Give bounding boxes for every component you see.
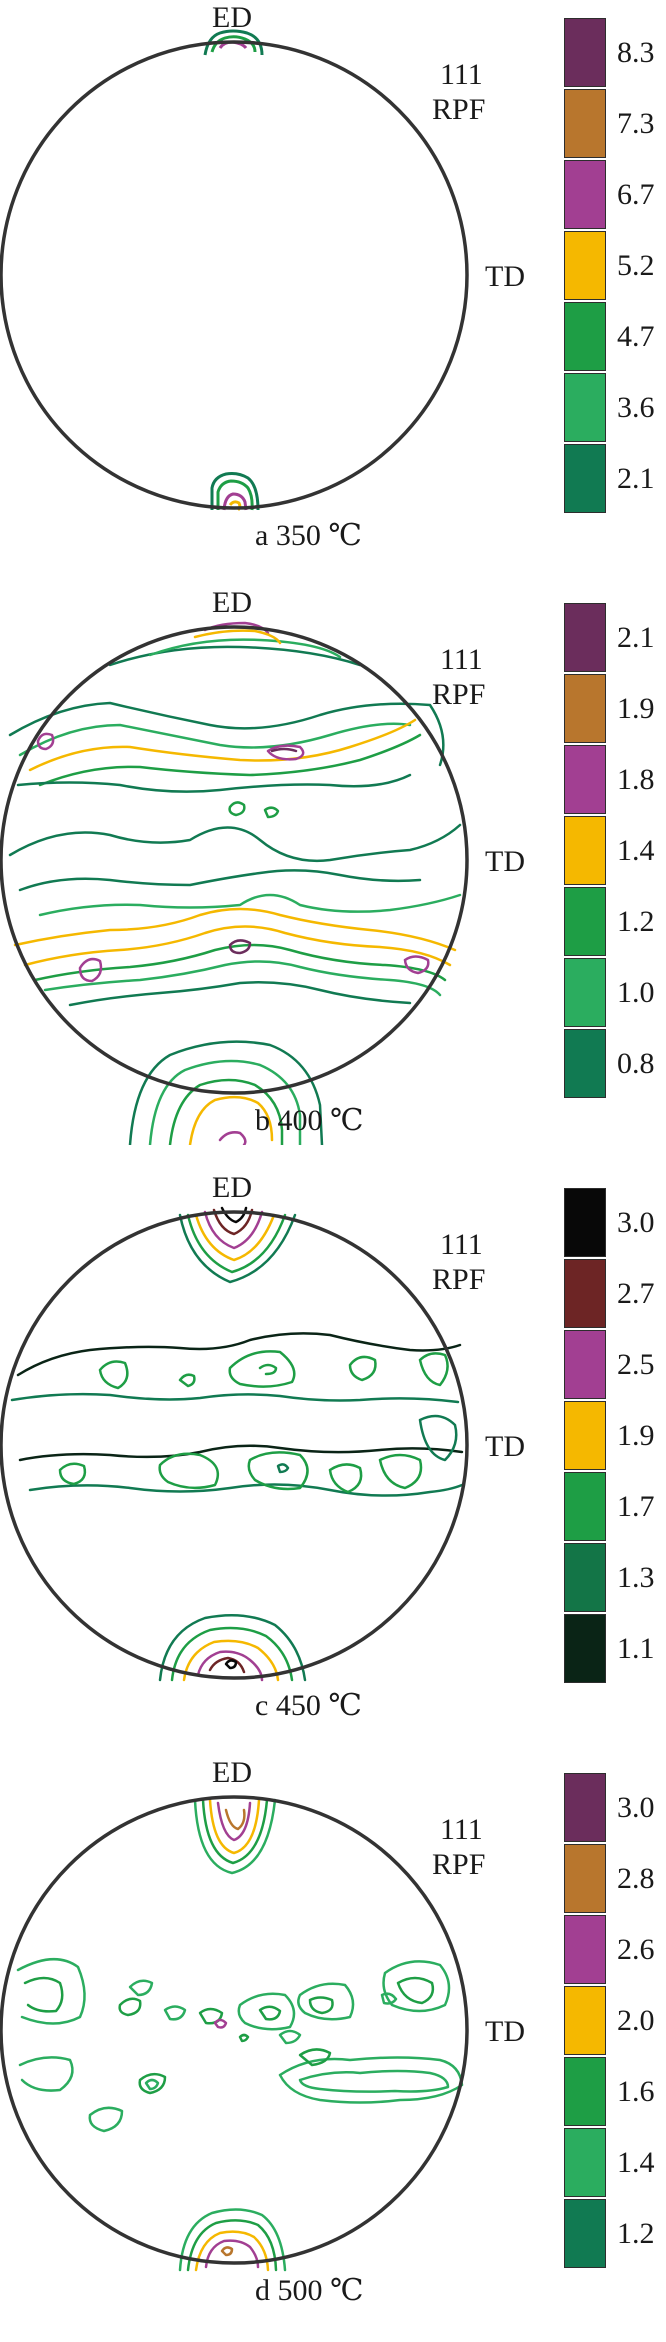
pole-figure-d bbox=[0, 1795, 469, 2272]
scale-value: 4.7 bbox=[617, 320, 655, 353]
scale-value: 5.2 bbox=[617, 249, 655, 282]
scale-value: 3.0 bbox=[617, 1206, 655, 1239]
scale-value: 1.0 bbox=[617, 976, 655, 1009]
scale-value: 1.2 bbox=[617, 2217, 655, 2250]
td-label: TD bbox=[485, 260, 525, 293]
scale-swatch bbox=[564, 1330, 606, 1399]
scale-value: 2.6 bbox=[617, 1933, 655, 1966]
scale-value: 1.4 bbox=[617, 2146, 655, 2179]
ed-label: ED bbox=[212, 586, 252, 619]
scale-swatch bbox=[564, 1986, 606, 2055]
scale-value: 1.4 bbox=[617, 834, 655, 867]
projection-circle bbox=[0, 625, 469, 1095]
pole-figure-index: 111 bbox=[440, 643, 483, 676]
panel-caption: a 350 ℃ bbox=[255, 519, 362, 552]
scale-swatch bbox=[564, 603, 606, 672]
scale-swatch bbox=[564, 1401, 606, 1470]
scale-swatch bbox=[564, 1614, 606, 1683]
scale-value: 2.8 bbox=[617, 1862, 655, 1895]
scale-value: 2.0 bbox=[617, 2004, 655, 2037]
scale-swatch bbox=[564, 2199, 606, 2268]
scale-swatch bbox=[564, 373, 606, 442]
rpf-label: RPF bbox=[432, 1263, 486, 1296]
scale-value: 1.3 bbox=[617, 1561, 655, 1594]
panel-caption: b 400 ℃ bbox=[255, 1104, 364, 1137]
scale-swatch bbox=[564, 887, 606, 956]
scale-value: 0.8 bbox=[617, 1047, 655, 1080]
scale-swatch bbox=[564, 1773, 606, 1842]
scale-value: 1.9 bbox=[617, 692, 655, 725]
scale-swatch bbox=[564, 2057, 606, 2126]
pole-figure-c bbox=[0, 1206, 469, 1682]
scale-value: 2.5 bbox=[617, 1348, 655, 1381]
rpf-label: RPF bbox=[432, 678, 486, 711]
panel-caption: d 500 ℃ bbox=[255, 2274, 364, 2307]
scale-swatch bbox=[564, 1915, 606, 1984]
scale-swatch bbox=[564, 745, 606, 814]
scale-value: 1.7 bbox=[617, 1490, 655, 1523]
pole-figure-index: 111 bbox=[440, 1228, 483, 1261]
pole-figure-panel-c: ED 111 RPF TD 3.0 2.7 2.5 1.9 1.7 1.3 1.… bbox=[0, 1170, 666, 1750]
ed-label: ED bbox=[212, 1756, 252, 1789]
scale-swatch bbox=[564, 444, 606, 513]
panel-caption: c 450 ℃ bbox=[255, 1689, 362, 1722]
scale-swatch bbox=[564, 302, 606, 371]
scale-swatch bbox=[564, 89, 606, 158]
pole-figure-panel-b: ED 111 RPF TD 2.1 1.9 1.8 1.4 1.2 1.0 0.… bbox=[0, 585, 666, 1165]
scale-swatch bbox=[564, 958, 606, 1027]
scale-swatch bbox=[564, 816, 606, 885]
scale-value: 6.7 bbox=[617, 178, 655, 211]
scale-swatch bbox=[564, 1029, 606, 1098]
scale-swatch bbox=[564, 1472, 606, 1541]
scale-value: 1.9 bbox=[617, 1419, 655, 1452]
pole-figure-b bbox=[0, 621, 469, 1145]
projection-circle bbox=[0, 1795, 469, 2265]
pole-figure-panel-d: ED 111 RPF TD 3.0 2.8 2.6 2.0 1.6 1.4 1.… bbox=[0, 1755, 666, 2342]
scale-value: 1.2 bbox=[617, 905, 655, 938]
scale-swatch bbox=[564, 2128, 606, 2197]
pole-figure-a bbox=[0, 29, 469, 512]
td-label: TD bbox=[485, 845, 525, 878]
scale-swatch bbox=[564, 231, 606, 300]
scale-swatch bbox=[564, 18, 606, 87]
projection-circle bbox=[0, 40, 469, 510]
pole-figure-index: 111 bbox=[440, 1813, 483, 1846]
scale-value: 1.8 bbox=[617, 763, 655, 796]
rpf-label: RPF bbox=[432, 93, 486, 126]
scale-swatch bbox=[564, 160, 606, 229]
scale-value: 2.1 bbox=[617, 462, 655, 495]
scale-value: 2.7 bbox=[617, 1277, 655, 1310]
scale-swatch bbox=[564, 1844, 606, 1913]
scale-value: 1.6 bbox=[617, 2075, 655, 2108]
scale-value: 7.3 bbox=[617, 107, 655, 140]
scale-value: 1.1 bbox=[617, 1632, 655, 1665]
scale-swatch bbox=[564, 674, 606, 743]
ed-label: ED bbox=[212, 1, 252, 34]
scale-swatch bbox=[564, 1259, 606, 1328]
projection-circle bbox=[0, 1210, 469, 1680]
pole-figure-index: 111 bbox=[440, 58, 483, 91]
scale-value: 3.6 bbox=[617, 391, 655, 424]
scale-value: 3.0 bbox=[617, 1791, 655, 1824]
td-label: TD bbox=[485, 1430, 525, 1463]
scale-value: 8.3 bbox=[617, 36, 655, 69]
scale-value: 2.1 bbox=[617, 621, 655, 654]
scale-swatch bbox=[564, 1543, 606, 1612]
rpf-label: RPF bbox=[432, 1848, 486, 1881]
scale-swatch bbox=[564, 1188, 606, 1257]
pole-figure-panel-a: ED 111 RPF TD 8.3 7.3 6.7 5.2 4.7 3.6 2.… bbox=[0, 0, 666, 580]
td-label: TD bbox=[485, 2015, 525, 2048]
ed-label: ED bbox=[212, 1171, 252, 1204]
